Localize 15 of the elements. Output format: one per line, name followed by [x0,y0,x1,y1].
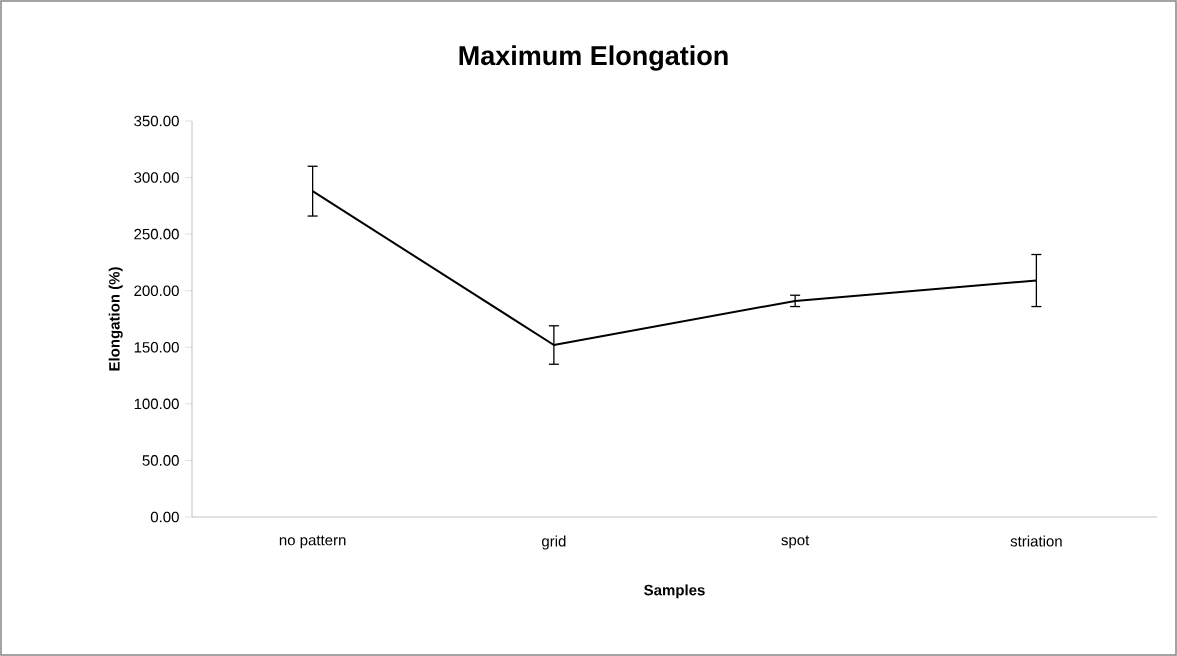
y-tick-label: 50.00 [142,455,179,466]
y-tick-label: 100.00 [134,398,179,410]
x-tick-label: grid [542,535,566,550]
y-tick-label: 0.00 [150,511,179,523]
y-tick-label: 150.00 [134,341,179,353]
x-axis-title: Samples [644,584,705,599]
x-tick-label: striation [1010,535,1062,547]
y-tick-label: 300.00 [134,172,179,183]
y-tick-label: 250.00 [134,228,179,240]
x-tick-label: no pattern [279,535,346,549]
y-tick-label: 350.00 [134,115,179,127]
chart-title: Maximum Elongation [459,45,728,71]
x-tick-label: spot [781,535,810,549]
y-axis-title: Elongation (%) [108,267,123,371]
y-tick-label: 200.00 [134,285,179,297]
